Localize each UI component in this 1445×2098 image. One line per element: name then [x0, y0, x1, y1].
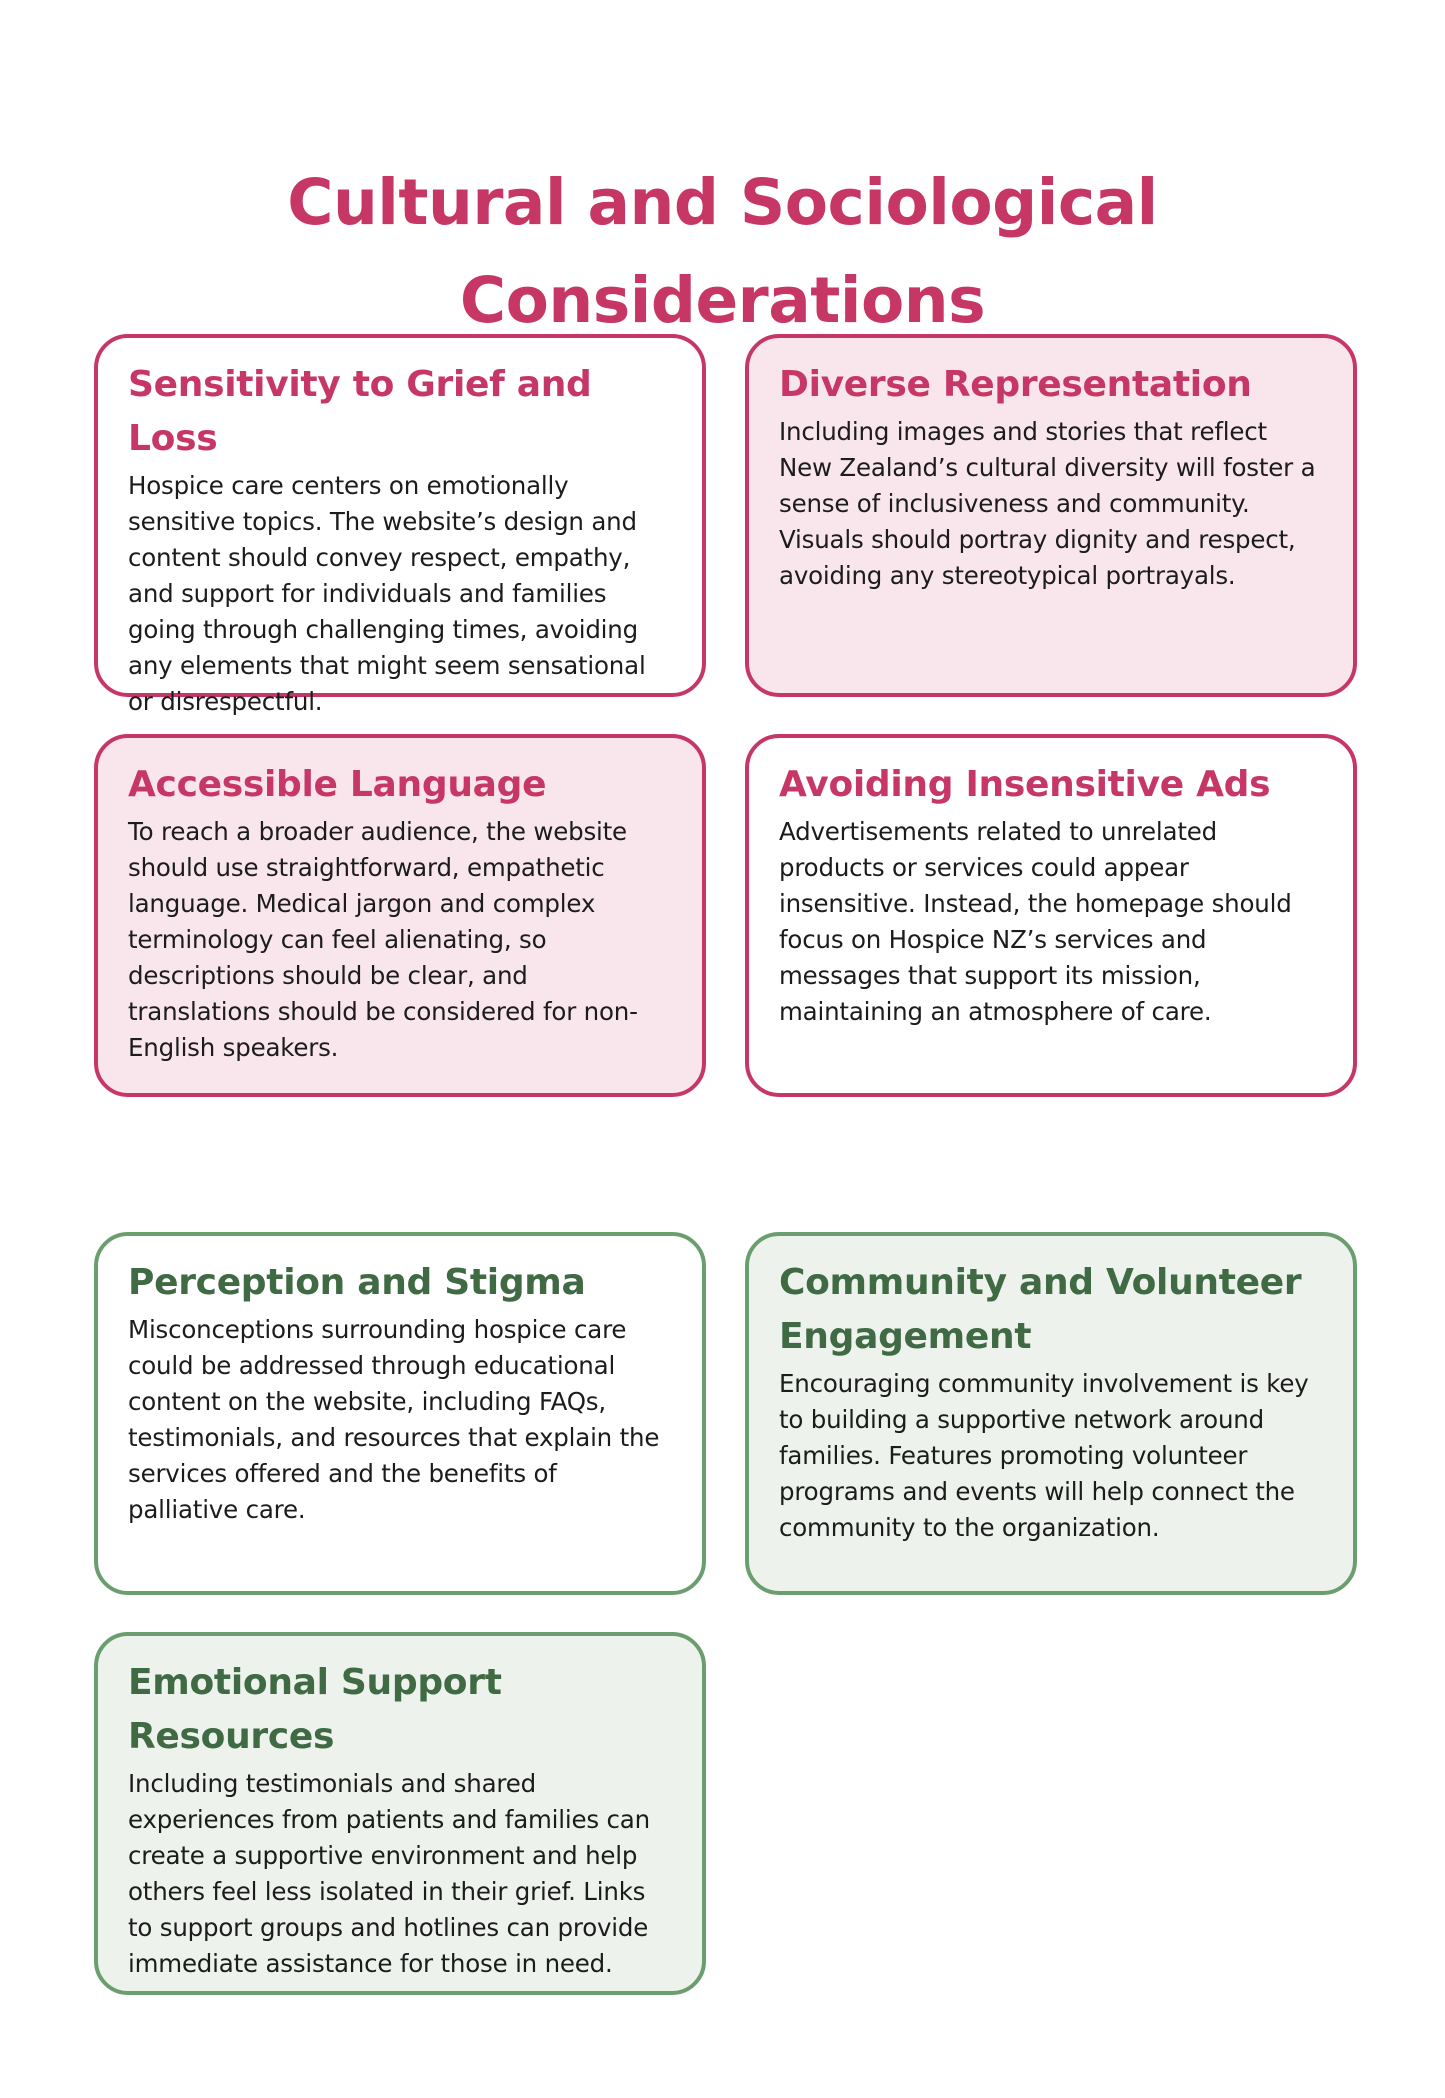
card-accessible-language: Accessible Language To reach a broader a… [94, 734, 706, 1097]
card-body: Including images and stories that reflec… [779, 417, 1316, 590]
card-title: Accessible Language [128, 764, 547, 805]
card-community-volunteer-engagement: Community and Volunteer Engagement Encou… [745, 1232, 1357, 1595]
card-title: Emotional Support Resources [128, 1662, 502, 1757]
card-body: Including testimonials and shared experi… [128, 1769, 650, 1978]
card-title: Community and Volunteer Engagement [779, 1262, 1302, 1357]
card-title: Avoiding Insensitive Ads [779, 764, 1271, 805]
card-avoiding-insensitive-ads: Avoiding Insensitive Ads Advertisements … [745, 734, 1357, 1097]
page-title-line-1: Cultural and Sociological [287, 166, 1158, 240]
card-body: Hospice care centers on emotionally sens… [128, 471, 646, 716]
page-title-line-2: Considerations [459, 264, 986, 338]
card-body: Misconceptions surrounding hospice care … [128, 1315, 660, 1524]
card-body: To reach a broader audience, the website… [128, 817, 638, 1062]
page-title: Cultural and Sociological Considerations [0, 154, 1445, 350]
card-sensitivity-to-grief: Sensitivity to Grief and Loss Hospice ca… [94, 334, 706, 716]
card-body: Encouraging community involvement is key… [779, 1369, 1309, 1542]
card-title: Perception and Stigma [128, 1262, 586, 1303]
card-emotional-support-resources: Emotional Support Resources Including te… [94, 1632, 706, 1995]
card-body: Advertisements related to unrelated prod… [779, 817, 1292, 1026]
card-title: Sensitivity to Grief and Loss [128, 364, 592, 459]
card-perception-and-stigma: Perception and Stigma Misconceptions sur… [94, 1232, 706, 1595]
card-title: Diverse Representation [779, 364, 1252, 405]
card-diverse-representation: Diverse Representation Including images … [745, 334, 1357, 697]
